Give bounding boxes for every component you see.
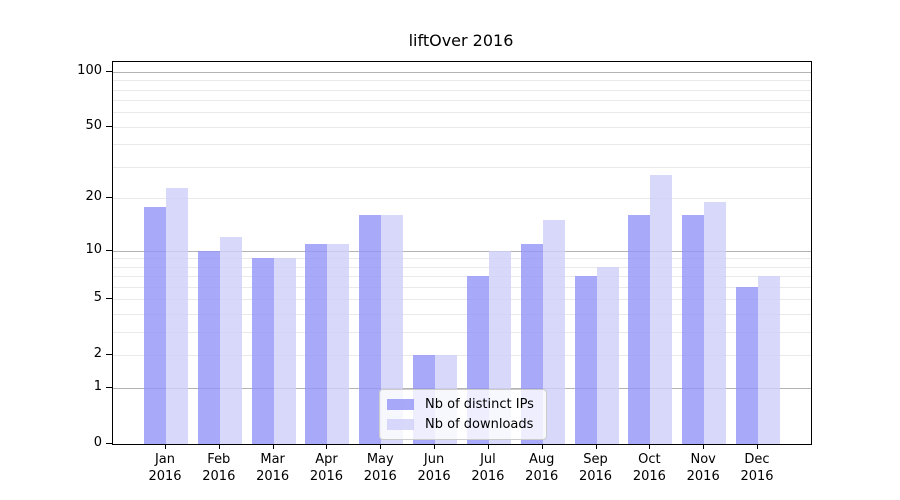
y-tick-label: 0 [93, 435, 102, 450]
bar-downloads-feb [219, 237, 242, 444]
y-tick-label: 2 [93, 346, 102, 362]
gridline-minor [113, 126, 811, 128]
gridline-minor [113, 112, 811, 114]
gridline-minor [113, 258, 811, 260]
x-tick-mark [487, 444, 489, 449]
x-tick-label: Jul 2016 [471, 452, 505, 484]
y-tick-mark [106, 197, 112, 199]
gridline-minor [113, 287, 811, 289]
gridline-minor [113, 89, 811, 91]
x-tick-mark [380, 444, 382, 449]
chart-title: liftOver 2016 [408, 31, 514, 50]
gridline-minor [113, 198, 811, 200]
gridline-major [113, 388, 811, 390]
y-tick-mark [106, 70, 112, 72]
y-tick-label: 1 [93, 379, 102, 395]
x-tick-mark [595, 444, 597, 449]
y-tick-mark [106, 354, 112, 356]
y-tick-mark [106, 125, 112, 127]
y-tick-label: 20 [85, 189, 102, 205]
x-tick-label: Nov 2016 [686, 452, 720, 484]
gridline-minor [113, 100, 811, 102]
legend-label-downloads: Nb of downloads [425, 417, 534, 432]
x-tick-label: Feb 2016 [202, 452, 236, 484]
bar-distinct-ips-dec [736, 287, 758, 444]
gridline-minor [113, 299, 811, 301]
bar-downloads-oct [650, 175, 673, 444]
bar-distinct-ips-mar [251, 258, 274, 444]
gridline-minor [113, 332, 811, 334]
x-tick-mark [434, 444, 436, 449]
gridline-minor [113, 266, 811, 268]
x-tick-mark [326, 444, 328, 449]
gridline-major [113, 250, 811, 252]
legend-swatch-distinct-ips-icon [387, 399, 414, 410]
legend: Nb of distinct IPs Nb of downloads [379, 389, 547, 440]
gridline-minor [113, 80, 811, 82]
gridline-minor [113, 167, 811, 169]
x-tick-label: Mar 2016 [256, 452, 290, 484]
bar-downloads-jan [166, 187, 188, 444]
bar-distinct-ips-may [359, 215, 382, 444]
gridline-minor [113, 276, 811, 278]
bar-distinct-ips-apr [305, 243, 328, 444]
x-tick-mark [218, 444, 220, 449]
bar-downloads-aug [542, 220, 565, 444]
x-tick-label: Sep 2016 [578, 452, 613, 484]
x-tick-mark [703, 444, 705, 449]
bar-distinct-ips-sep [574, 276, 597, 444]
bar-distinct-ips-jan [144, 206, 166, 444]
y-tick-label: 10 [85, 241, 102, 257]
x-tick-label: Dec 2016 [740, 452, 774, 484]
bar-distinct-ips-feb [197, 250, 220, 444]
x-tick-label: Aug 2016 [525, 452, 559, 484]
legend-item-distinct-ips: Nb of distinct IPs [387, 397, 534, 412]
x-tick-label: Apr 2016 [309, 452, 343, 484]
bar-distinct-ips-oct [628, 215, 651, 444]
x-tick-mark [165, 444, 166, 449]
x-tick-mark [272, 444, 274, 449]
legend-swatch-downloads-icon [387, 419, 414, 430]
bar-distinct-ips-nov [682, 215, 705, 444]
bar-downloads-sep [596, 266, 619, 444]
y-tick-mark [106, 249, 112, 251]
legend-item-downloads: Nb of downloads [387, 417, 534, 432]
y-tick-mark [106, 298, 112, 300]
y-tick-label: 100 [77, 62, 102, 78]
x-tick-label: May 2016 [363, 452, 397, 484]
bar-downloads-nov [704, 202, 727, 444]
gridline-major [113, 71, 811, 73]
bar-downloads-may [381, 215, 404, 444]
x-tick-mark [757, 444, 758, 449]
plot-area [112, 61, 812, 445]
y-tick-label: 50 [85, 117, 102, 133]
bar-downloads-apr [327, 243, 350, 444]
legend-label-distinct-ips: Nb of distinct IPs [425, 397, 534, 412]
bar-downloads-mar [273, 258, 296, 444]
gridline-minor [113, 144, 811, 146]
x-tick-label: Jun 2016 [417, 452, 451, 484]
y-tick-mark [106, 443, 112, 444]
bar-downloads-dec [758, 276, 780, 444]
x-tick-label: Oct 2016 [632, 452, 666, 484]
x-tick-mark [649, 444, 651, 449]
y-tick-label: 5 [93, 290, 102, 306]
x-tick-mark [541, 444, 543, 449]
gridline-minor [113, 314, 811, 316]
gridline-minor [113, 355, 811, 357]
y-tick-mark [106, 387, 112, 389]
x-tick-label: Jan 2016 [148, 452, 182, 484]
